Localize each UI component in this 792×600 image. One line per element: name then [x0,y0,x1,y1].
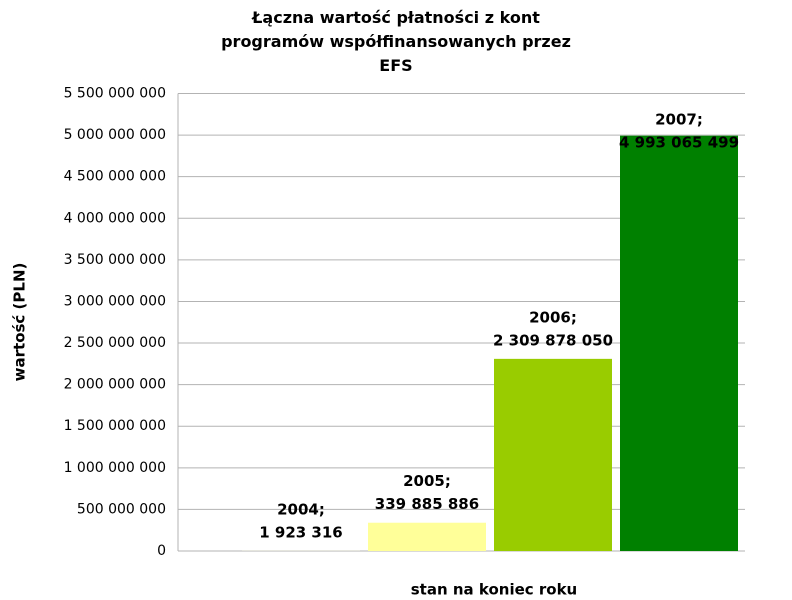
data-label-category: 2007; [655,111,703,129]
y-tick-label: 4 000 000 000 [64,210,166,226]
y-tick-label: 2 500 000 000 [64,335,166,351]
chart-title: Łączna wartość płatności z kont programó… [221,8,571,75]
y-tick-label: 5 500 000 000 [64,86,166,102]
data-label-category: 2006; [529,308,577,326]
x-axis-title: stan na koniec roku [411,581,578,599]
data-label-category: 2005; [403,472,451,490]
y-tick-label: 4 500 000 000 [64,169,166,185]
y-tick-label: 1 000 000 000 [64,460,166,476]
y-tick-label: 3 500 000 000 [64,252,166,268]
data-label: 1 923 316 [259,523,343,541]
y-tick-label: 0 [157,543,166,559]
data-label-category: 2004; [277,500,325,518]
y-tick-label: 2 000 000 000 [64,377,166,393]
y-tick-label: 1 500 000 000 [64,418,166,434]
data-label: 2 309 878 050 [493,331,613,349]
bar [494,358,612,551]
bar [368,522,486,551]
data-label: 4 993 065 499 [619,134,739,152]
y-tick-label: 3 000 000 000 [64,293,166,309]
y-axis-title: wartość (PLN) [11,263,29,382]
data-label: 339 885 886 [375,495,479,513]
bar [620,135,738,552]
y-tick-label: 5 000 000 000 [64,127,166,143]
y-tick-label: 500 000 000 [77,501,166,517]
